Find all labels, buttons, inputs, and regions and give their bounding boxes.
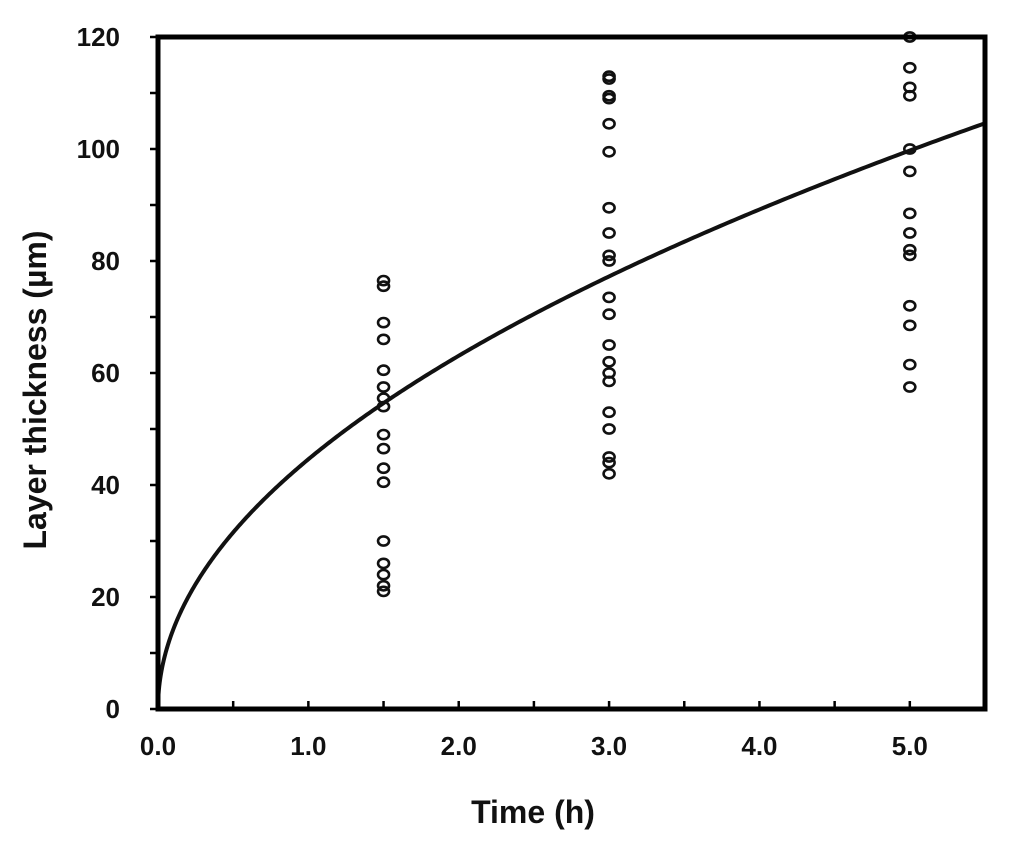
data-point [602, 467, 616, 480]
data-point [903, 227, 917, 239]
model-curve [156, 121, 986, 710]
data-point [903, 319, 917, 332]
x-axis-title: Time (h) [471, 794, 595, 830]
data-point [903, 61, 917, 74]
y-tick-label: 0 [106, 694, 120, 724]
data-point [602, 291, 616, 304]
data-point [376, 280, 391, 293]
x-tick-label: 3.0 [591, 731, 627, 761]
data-point [602, 423, 616, 435]
data-point [903, 358, 917, 371]
data-point [602, 406, 616, 419]
y-tick-label: 20 [91, 582, 120, 612]
data-point [376, 428, 391, 441]
data-point [903, 249, 917, 262]
y-tick-label: 80 [91, 246, 120, 276]
data-point [376, 462, 391, 475]
data-point [903, 165, 917, 178]
data-point [602, 227, 616, 239]
y-tick-label: 40 [91, 470, 120, 500]
tick-labels-layer: 0.0 1.0 2.0 3.0 4.0 5.0 0 20 40 60 80 100 120 [77, 22, 928, 761]
data-point [376, 476, 391, 489]
x-tick-label: 2.0 [441, 731, 477, 761]
data-point [602, 451, 616, 463]
x-tick-label: 0.0 [140, 731, 176, 761]
data-point [376, 333, 391, 346]
data-point [903, 243, 917, 256]
data-point [602, 201, 616, 214]
data-point [602, 375, 616, 388]
data-point [376, 579, 391, 592]
y-tick-label: 100 [77, 134, 120, 164]
data-point [903, 299, 917, 312]
data-point [376, 316, 391, 329]
data-point [376, 381, 391, 393]
scatter-points-layer [376, 31, 917, 598]
data-point [602, 456, 616, 469]
data-point [903, 381, 917, 393]
data-point [602, 308, 616, 321]
axis-ticks-layer [150, 35, 912, 711]
x-tick-label: 1.0 [290, 731, 326, 761]
data-point [602, 117, 616, 130]
data-point [602, 92, 616, 105]
data-point [376, 535, 391, 547]
data-point [376, 364, 391, 377]
data-point [376, 442, 391, 455]
y-tick-label: 120 [77, 22, 120, 52]
y-tick-label: 60 [91, 358, 120, 388]
data-point [602, 355, 616, 368]
data-point [602, 145, 616, 158]
data-point [376, 400, 391, 413]
y-axis-title: Layer thickness (µm) [17, 231, 53, 550]
data-point [602, 255, 616, 267]
model-curve-layer [156, 121, 986, 710]
data-point [602, 339, 616, 351]
data-point [903, 89, 917, 102]
x-tick-label: 5.0 [892, 731, 928, 761]
data-point [903, 207, 917, 220]
data-point [376, 557, 391, 570]
data-point [376, 274, 391, 287]
data-point [602, 249, 616, 262]
data-point [602, 73, 616, 85]
data-point [903, 143, 917, 155]
x-tick-label: 4.0 [741, 731, 777, 761]
data-point [376, 568, 391, 581]
data-point [376, 585, 391, 598]
